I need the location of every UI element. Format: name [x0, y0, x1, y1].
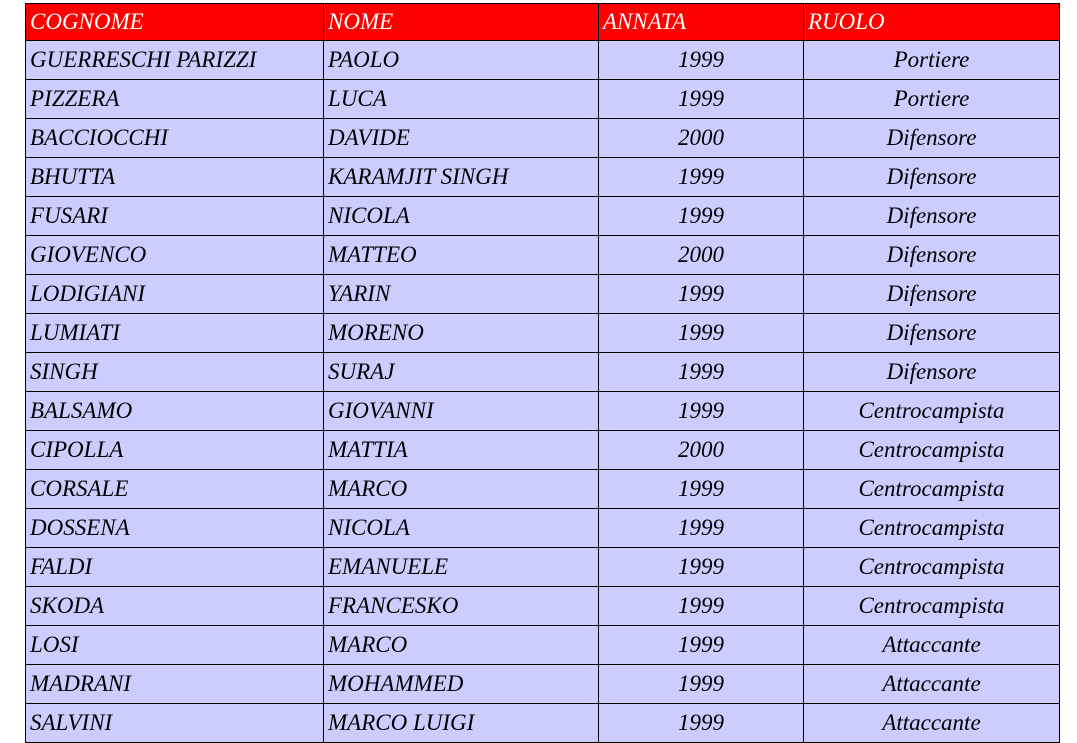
table-cell: PIZZERA [25, 79, 324, 119]
table-cell: Attaccante [803, 664, 1060, 704]
table-cell: 2000 [598, 430, 804, 470]
table-cell: FUSARI [25, 196, 324, 236]
table-cell: CORSALE [25, 469, 324, 509]
table-cell: GIOVANNI [323, 391, 599, 431]
table-cell: LOSI [25, 625, 324, 665]
table-cell: Centrocampista [803, 430, 1060, 470]
table-cell: BHUTTA [25, 157, 324, 197]
table-cell: Portiere [803, 79, 1060, 119]
table-row: DOSSENA NICOLA 1999 Centrocampista [25, 508, 1060, 548]
table-cell: Difensore [803, 313, 1060, 353]
table-cell: 1999 [598, 664, 804, 704]
table-row: FUSARI NICOLA 1999 Difensore [25, 196, 1060, 236]
table-row: CIPOLLA MATTIA 2000 Centrocampista [25, 430, 1060, 470]
table-cell: MOHAMMED [323, 664, 599, 704]
table-cell: FRANCESKO [323, 586, 599, 626]
table-row: LUMIATI MORENO 1999 Difensore [25, 313, 1060, 353]
table-cell: 1999 [598, 508, 804, 548]
table-cell: PAOLO [323, 40, 599, 80]
table-row: BALSAMO GIOVANNI 1999 Centrocampista [25, 391, 1060, 431]
table-cell: 1999 [598, 625, 804, 665]
table-cell: MATTIA [323, 430, 599, 470]
table-row: CORSALE MARCO 1999 Centrocampista [25, 469, 1060, 509]
header-cell: COGNOME [25, 3, 324, 41]
table-cell: NICOLA [323, 508, 599, 548]
table-cell: NICOLA [323, 196, 599, 236]
table-cell: LUCA [323, 79, 599, 119]
table-cell: Attaccante [803, 625, 1060, 665]
table-cell: SKODA [25, 586, 324, 626]
table-cell: 1999 [598, 313, 804, 353]
table-cell: SURAJ [323, 352, 599, 392]
table-cell: 2000 [598, 118, 804, 158]
table-cell: YARIN [323, 274, 599, 314]
table-cell: Centrocampista [803, 469, 1060, 509]
table-cell: 1999 [598, 157, 804, 197]
table-cell: Difensore [803, 157, 1060, 197]
table-row: PIZZERA LUCA 1999 Portiere [25, 79, 1060, 119]
table-row: GIOVENCO MATTEO 2000 Difensore [25, 235, 1060, 275]
table-cell: Centrocampista [803, 586, 1060, 626]
table-cell: SINGH [25, 352, 324, 392]
table-row: LODIGIANI YARIN 1999 Difensore [25, 274, 1060, 314]
table-row: FALDI EMANUELE 1999 Centrocampista [25, 547, 1060, 587]
table-cell: 1999 [598, 586, 804, 626]
table-cell: MADRANI [25, 664, 324, 704]
table-cell: Difensore [803, 118, 1060, 158]
roster-table: COGNOME NOME ANNATA RUOLO GUERRESCHI PARIZZ… [25, 3, 1060, 743]
table-row: LOSI MARCO 1999 Attaccante [25, 625, 1060, 665]
header-cell: RUOLO [803, 3, 1060, 41]
header-row: COGNOME NOME ANNATA RUOLO [25, 3, 1060, 41]
table-row: SALVINI MARCO LUIGI 1999 Attaccante [25, 703, 1060, 743]
table-cell: 2000 [598, 235, 804, 275]
table-cell: DOSSENA [25, 508, 324, 548]
table-cell: DAVIDE [323, 118, 599, 158]
table-cell: 1999 [598, 274, 804, 314]
table-cell: SALVINI [25, 703, 324, 743]
table-row: GUERRESCHI PARIZZI PAOLO 1999 Portiere [25, 40, 1060, 80]
table-cell: 1999 [598, 547, 804, 587]
table-cell: Centrocampista [803, 391, 1060, 431]
table-row: BHUTTA KARAMJIT SINGH 1999 Difensore [25, 157, 1060, 197]
table-cell: KARAMJIT SINGH [323, 157, 599, 197]
table-row: SKODA FRANCESKO 1999 Centrocampista [25, 586, 1060, 626]
table-cell: Portiere [803, 40, 1060, 80]
table-cell: FALDI [25, 547, 324, 587]
table-cell: MARCO [323, 469, 599, 509]
table-cell: BACCIOCCHI [25, 118, 324, 158]
table-cell: Difensore [803, 352, 1060, 392]
table-cell: MARCO [323, 625, 599, 665]
table-cell: GIOVENCO [25, 235, 324, 275]
table-cell: 1999 [598, 352, 804, 392]
table-row: SINGH SURAJ 1999 Difensore [25, 352, 1060, 392]
table-cell: Attaccante [803, 703, 1060, 743]
table-cell: MARCO LUIGI [323, 703, 599, 743]
table-cell: CIPOLLA [25, 430, 324, 470]
table-cell: EMANUELE [323, 547, 599, 587]
table-cell: 1999 [598, 391, 804, 431]
table-cell: MATTEO [323, 235, 599, 275]
table-cell: Centrocampista [803, 508, 1060, 548]
table-cell: Centrocampista [803, 547, 1060, 587]
table-cell: MORENO [323, 313, 599, 353]
table-cell: LODIGIANI [25, 274, 324, 314]
table-row: MADRANI MOHAMMED 1999 Attaccante [25, 664, 1060, 704]
table-cell: Difensore [803, 235, 1060, 275]
table-row: BACCIOCCHI DAVIDE 2000 Difensore [25, 118, 1060, 158]
header-cell: NOME [323, 3, 599, 41]
table-cell: 1999 [598, 703, 804, 743]
table-cell: 1999 [598, 79, 804, 119]
table-cell: GUERRESCHI PARIZZI [25, 40, 324, 80]
table-cell: 1999 [598, 40, 804, 80]
table-cell: Difensore [803, 196, 1060, 236]
header-cell: ANNATA [598, 3, 804, 41]
table-cell: Difensore [803, 274, 1060, 314]
table-cell: 1999 [598, 469, 804, 509]
table-cell: 1999 [598, 196, 804, 236]
table-cell: BALSAMO [25, 391, 324, 431]
table-cell: LUMIATI [25, 313, 324, 353]
